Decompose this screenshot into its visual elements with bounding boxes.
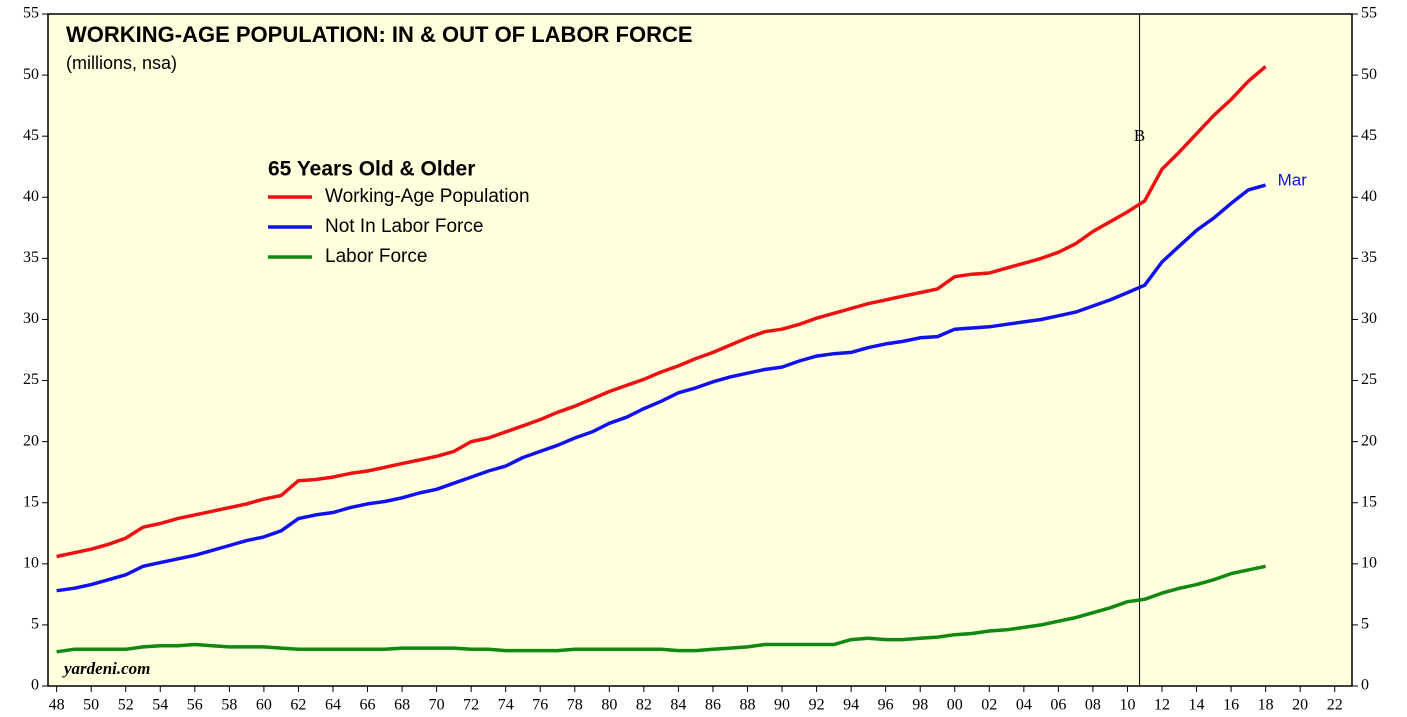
- series-line: [56, 564, 1266, 654]
- series-line: [56, 183, 1267, 593]
- x-tick-label: 20: [1292, 697, 1308, 714]
- y-tick-label-right: 0: [1361, 677, 1369, 694]
- x-tick-label: 64: [325, 697, 341, 714]
- legend-label: Working-Age Population: [325, 186, 530, 207]
- x-tick-label: 56: [187, 697, 203, 714]
- x-tick-label: 06: [1050, 697, 1066, 714]
- y-tick-label-right: 5: [1361, 616, 1369, 633]
- x-tick-label: 48: [49, 697, 65, 714]
- x-tick-label: 96: [878, 697, 894, 714]
- x-tick-label: 90: [774, 697, 790, 714]
- y-tick-label-right: 55: [1361, 5, 1377, 22]
- x-tick-label: 16: [1223, 697, 1239, 714]
- y-tick-label: 0: [31, 677, 39, 694]
- y-tick-label-right: 10: [1361, 554, 1377, 571]
- y-tick-label: 25: [23, 371, 39, 388]
- y-tick-label: 20: [23, 432, 39, 449]
- x-tick-label: 92: [809, 697, 825, 714]
- x-tick-label: 74: [498, 697, 514, 714]
- x-tick-label: 98: [912, 697, 928, 714]
- event-label: B: [1134, 126, 1145, 145]
- x-tick-label: 60: [256, 697, 272, 714]
- y-tick-label-right: 20: [1361, 432, 1377, 449]
- x-tick-label: 02: [981, 697, 997, 714]
- x-tick-label: 68: [394, 697, 410, 714]
- legend-label: Labor Force: [325, 246, 427, 267]
- y-tick-label: 50: [23, 66, 39, 83]
- y-tick-label-right: 45: [1361, 127, 1377, 144]
- x-tick-label: 78: [567, 697, 583, 714]
- y-tick-label: 15: [23, 493, 39, 510]
- y-tick-label: 40: [23, 188, 39, 205]
- end-label: Mar: [1278, 171, 1308, 190]
- source: yardeni.com: [62, 659, 150, 678]
- x-tick-label: 94: [843, 697, 859, 714]
- x-tick-label: 10: [1119, 697, 1135, 714]
- x-tick-label: 14: [1189, 697, 1205, 714]
- y-tick-label: 45: [23, 127, 39, 144]
- y-tick-label-right: 15: [1361, 493, 1377, 510]
- x-tick-label: 70: [429, 697, 445, 714]
- y-tick-label: 35: [23, 249, 39, 266]
- x-tick-label: 88: [739, 697, 755, 714]
- x-tick-label: 72: [463, 697, 479, 714]
- legend-label: Not In Labor Force: [325, 216, 483, 237]
- y-tick-label: 10: [23, 554, 39, 571]
- y-tick-label: 55: [23, 5, 39, 22]
- x-tick-label: 84: [670, 697, 686, 714]
- x-tick-label: 52: [118, 697, 134, 714]
- series-line: [56, 65, 1267, 559]
- x-tick-label: 82: [636, 697, 652, 714]
- x-tick-label: 22: [1327, 697, 1343, 714]
- y-tick-label-right: 25: [1361, 371, 1377, 388]
- x-tick-label: 12: [1154, 697, 1170, 714]
- x-tick-label: 08: [1085, 697, 1101, 714]
- x-tick-label: 86: [705, 697, 721, 714]
- y-tick-label: 5: [31, 616, 39, 633]
- x-tick-label: 00: [947, 697, 963, 714]
- x-tick-label: 50: [83, 697, 99, 714]
- x-tick-label: 80: [601, 697, 617, 714]
- y-tick-label-right: 50: [1361, 66, 1377, 83]
- x-tick-label: 66: [360, 697, 376, 714]
- chart-subtitle: (millions, nsa): [66, 53, 177, 73]
- x-tick-label: 76: [532, 697, 548, 714]
- x-tick-label: 18: [1258, 697, 1274, 714]
- y-tick-label: 30: [23, 310, 39, 327]
- chart-title: WORKING-AGE POPULATION: IN & OUT OF LABO…: [66, 22, 693, 47]
- x-tick-label: 54: [152, 697, 168, 714]
- x-tick-label: 04: [1016, 697, 1032, 714]
- x-tick-label: 58: [221, 697, 237, 714]
- plot-area: [47, 13, 1353, 687]
- y-tick-label-right: 35: [1361, 249, 1377, 266]
- y-tick-label-right: 40: [1361, 188, 1377, 205]
- y-tick-label-right: 30: [1361, 310, 1377, 327]
- x-tick-label: 62: [290, 697, 306, 714]
- legend-title: 65 Years Old & Older: [268, 158, 475, 181]
